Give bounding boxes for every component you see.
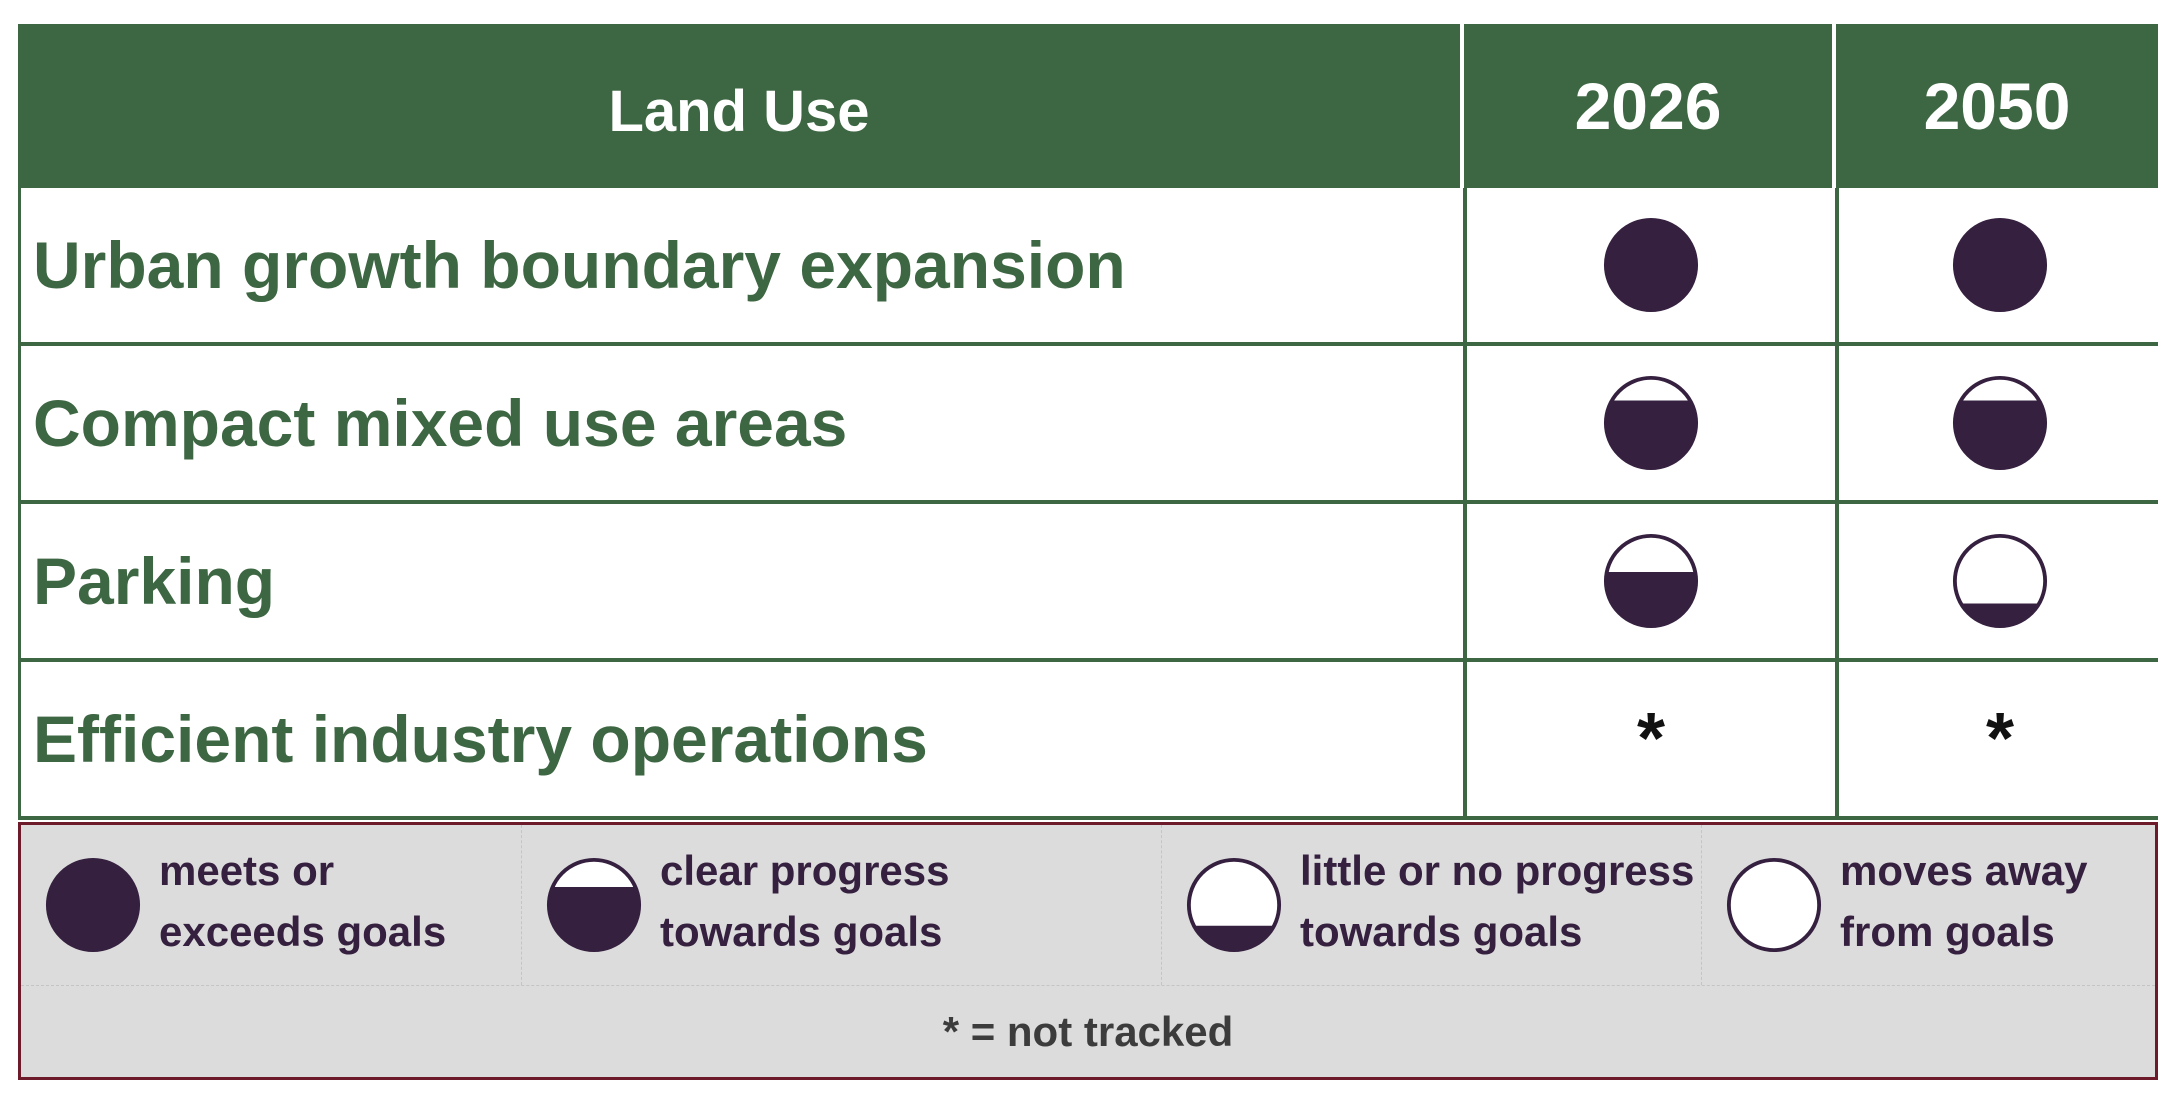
not-tracked-asterisk: * — [1985, 699, 2015, 779]
legend-label-line: moves away — [1840, 847, 2088, 894]
rating-cell-2050 — [1835, 504, 2161, 658]
three-quarter-circle-icon — [1603, 375, 1699, 471]
rating-cell-2026 — [1463, 504, 1835, 658]
rating-cell-2026 — [1463, 188, 1835, 342]
legend-label-line: meets or — [159, 847, 335, 894]
legend-label-line: clear progress — [660, 847, 950, 894]
legend-label-line: little or no progress — [1300, 847, 1695, 894]
three-quarter-circle-icon — [1952, 375, 2048, 471]
row-label: Parking — [33, 544, 276, 618]
filled-circle-icon — [45, 857, 141, 953]
table-row: Urban growth boundary expansion — [18, 188, 2161, 346]
rating-cell-2026 — [1463, 346, 1835, 500]
quarter-circle-icon — [1186, 857, 1282, 953]
land-use-scorecard: Land Use 2026 2050 Urban growth boundary… — [18, 24, 2161, 1080]
legend-item-meets-goals: meets or exceeds goals — [21, 825, 521, 985]
rating-cell-2050 — [1835, 188, 2161, 342]
header-year-2050: 2050 — [1832, 24, 2158, 188]
rating-cell-2026: * — [1463, 662, 1835, 816]
rating-cell-2050: * — [1835, 662, 2161, 816]
table-row: Compact mixed use areas — [18, 346, 2161, 504]
filled-circle-icon — [1603, 217, 1699, 313]
empty-circle-icon — [1726, 857, 1822, 953]
rating-cell-2050 — [1835, 346, 2161, 500]
row-label: Urban growth boundary expansion — [33, 228, 1126, 302]
quarter-circle-icon — [1952, 533, 2048, 629]
legend: meets or exceeds goals clear progress to… — [18, 822, 2158, 1080]
three-quarter-circle-icon — [1603, 533, 1699, 629]
legend-label-line: from goals — [1840, 908, 2055, 955]
legend-footnote: * = not tracked — [942, 1008, 1234, 1055]
legend-label-line: exceeds goals — [159, 908, 447, 955]
not-tracked-asterisk: * — [1636, 699, 1666, 779]
legend-label-line: towards goals — [660, 908, 943, 955]
header-year-2026: 2026 — [1460, 24, 1832, 188]
legend-item-moves-away: moves away from goals — [1701, 825, 2155, 985]
legend-label-line: towards goals — [1300, 908, 1583, 955]
filled-circle-icon — [1952, 217, 2048, 313]
row-label: Compact mixed use areas — [33, 386, 848, 460]
table-header: Land Use 2026 2050 — [18, 24, 2158, 188]
legend-item-clear-progress: clear progress towards goals — [521, 825, 1161, 985]
three-quarter-circle-icon — [546, 857, 642, 953]
legend-item-little-progress: little or no progress towards goals — [1161, 825, 1701, 985]
table-row: Efficient industry operations * * — [18, 662, 2161, 820]
table-row: Parking — [18, 504, 2161, 662]
row-label: Efficient industry operations — [33, 702, 928, 776]
header-land-use: Land Use — [608, 78, 870, 144]
